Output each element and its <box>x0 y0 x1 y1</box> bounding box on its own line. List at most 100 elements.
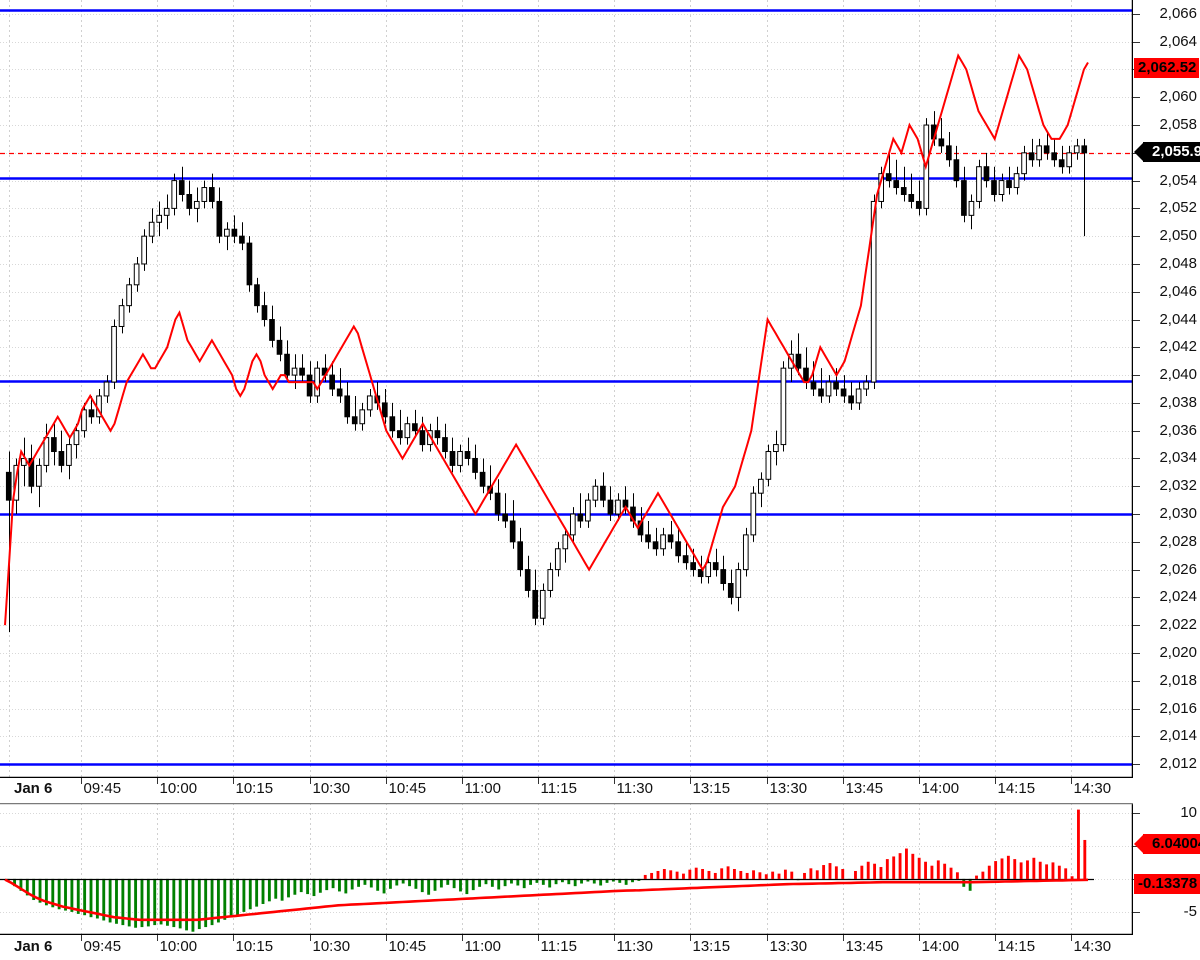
macd-time-tick <box>156 935 158 941</box>
price-tick-label: 2,052 <box>1159 199 1197 217</box>
macd-time-tick-label: 10:30 <box>312 938 351 955</box>
macd-axis[interactable] <box>1133 803 1200 935</box>
price-tick-label: 2,050 <box>1159 227 1197 245</box>
price-tick <box>1133 153 1140 154</box>
macd-time-tick <box>842 935 844 941</box>
price-tick <box>1133 514 1140 515</box>
macd-time-tick <box>1070 935 1072 941</box>
macd-time-tick-label: 10:15 <box>235 938 274 955</box>
time-tick <box>842 778 844 784</box>
macd-time-tick <box>689 935 691 941</box>
time-tick-label: 10:45 <box>388 780 427 797</box>
macd-time-tick-label: 13:45 <box>845 938 884 955</box>
macd-time-tick <box>537 935 539 941</box>
price-tick-label: 2,042 <box>1159 338 1197 356</box>
price-tick-label: 2,028 <box>1159 532 1197 550</box>
time-tick <box>385 778 387 784</box>
price-tick-label: 2,038 <box>1159 393 1197 411</box>
price-tick-label: 2,036 <box>1159 421 1197 439</box>
time-tick-label: 10:15 <box>235 780 274 797</box>
price-tick-label: 2,054 <box>1159 171 1197 189</box>
price-tick-label: 2,034 <box>1159 449 1197 467</box>
price-tick <box>1133 181 1140 182</box>
price-tick-label: 2,030 <box>1159 505 1197 523</box>
time-tick <box>80 778 82 784</box>
macd-plot <box>0 803 1133 935</box>
macd-time-tick-label: 11:15 <box>540 938 577 955</box>
price-tick-label: 2,060 <box>1159 88 1197 106</box>
price-tick-label: 2,044 <box>1159 310 1197 328</box>
price-tick-label: 2,046 <box>1159 282 1197 300</box>
price-tick-label: 2,032 <box>1159 477 1197 495</box>
price-tick-label: 2,016 <box>1159 699 1197 717</box>
price-tick <box>1133 458 1140 459</box>
time-tick-labels: Jan 6 09:45 10:00 10:15 10:30 10:45 11:00 11:15… <box>0 778 1133 800</box>
time-tick-label: 10:30 <box>312 780 351 797</box>
price-tick <box>1133 431 1140 432</box>
price-tick <box>1133 403 1140 404</box>
price-tick-label: 2,014 <box>1159 727 1197 745</box>
macd-time-tick-label: 11:00 <box>464 938 501 955</box>
macd-time-tick <box>918 935 920 941</box>
price-tick <box>1133 125 1140 126</box>
price-tick <box>1133 764 1140 765</box>
price-tick-label: 2,026 <box>1159 560 1197 578</box>
macd-time-tick <box>613 935 615 941</box>
macd-time-tick <box>461 935 463 941</box>
price-tick <box>1133 97 1140 98</box>
macd-time-tick-label: 13:30 <box>769 938 808 955</box>
macd-time-tick-label: 10:45 <box>388 938 427 955</box>
price-tick <box>1133 681 1140 682</box>
date-label: Jan 6 <box>14 780 53 797</box>
time-tick <box>537 778 539 784</box>
time-tick-label: 13:45 <box>845 780 884 797</box>
price-tick <box>1133 625 1140 626</box>
macd-time-tick <box>385 935 387 941</box>
price-tick <box>1133 347 1140 348</box>
time-tick <box>766 778 768 784</box>
overlay-line <box>4 53 1089 626</box>
macd-tick <box>1133 912 1140 913</box>
time-tick <box>1070 778 1072 784</box>
time-tick <box>613 778 615 784</box>
price-tick <box>1133 208 1140 209</box>
macd-time-tick-label: 13:15 <box>692 938 731 955</box>
macd-time-tick-label: 14:15 <box>997 938 1036 955</box>
price-tick <box>1133 14 1140 15</box>
macd-time-tick <box>994 935 996 941</box>
macd-time-tick <box>309 935 311 941</box>
price-tick-label: 2,066 <box>1159 4 1197 22</box>
price-tick-labels: 2,066 2,064 2,060 2,058 2,054 2,052 2,050 2,048… <box>1133 0 1200 778</box>
price-tick <box>1133 486 1140 487</box>
price-tick <box>1133 653 1140 654</box>
price-tick-label: 2,048 <box>1159 254 1197 272</box>
time-tick-label: 13:30 <box>769 780 808 797</box>
price-tick <box>1133 236 1140 237</box>
time-tick-label: 14:00 <box>921 780 960 797</box>
macd-signal-line <box>4 878 1089 922</box>
price-tick-label: 2,040 <box>1159 366 1197 384</box>
macd-time-tick <box>232 935 234 941</box>
price-tick <box>1133 570 1140 571</box>
price-tick-label: 2,022 <box>1159 616 1197 634</box>
price-plot <box>0 0 1133 778</box>
price-tick <box>1133 69 1140 70</box>
time-tick-label: 09:45 <box>83 780 122 797</box>
price-tick <box>1133 264 1140 265</box>
time-tick-label: 13:15 <box>692 780 731 797</box>
time-tick <box>689 778 691 784</box>
time-tick-label: 14:15 <box>997 780 1036 797</box>
price-chart-panel[interactable] <box>0 0 1133 778</box>
macd-time-tick-label: 11:30 <box>616 938 653 955</box>
time-tick-label: 11:00 <box>464 780 501 797</box>
macd-time-tick <box>80 935 82 941</box>
price-tick <box>1133 375 1140 376</box>
price-tick-label: 2,024 <box>1159 588 1197 606</box>
macd-date-label: Jan 6 <box>14 938 53 955</box>
macd-time-tick <box>766 935 768 941</box>
price-tick <box>1133 42 1140 43</box>
macd-tick-label: 10 <box>1180 803 1197 821</box>
macd-tick <box>1133 846 1140 847</box>
price-axis[interactable] <box>1133 0 1200 778</box>
